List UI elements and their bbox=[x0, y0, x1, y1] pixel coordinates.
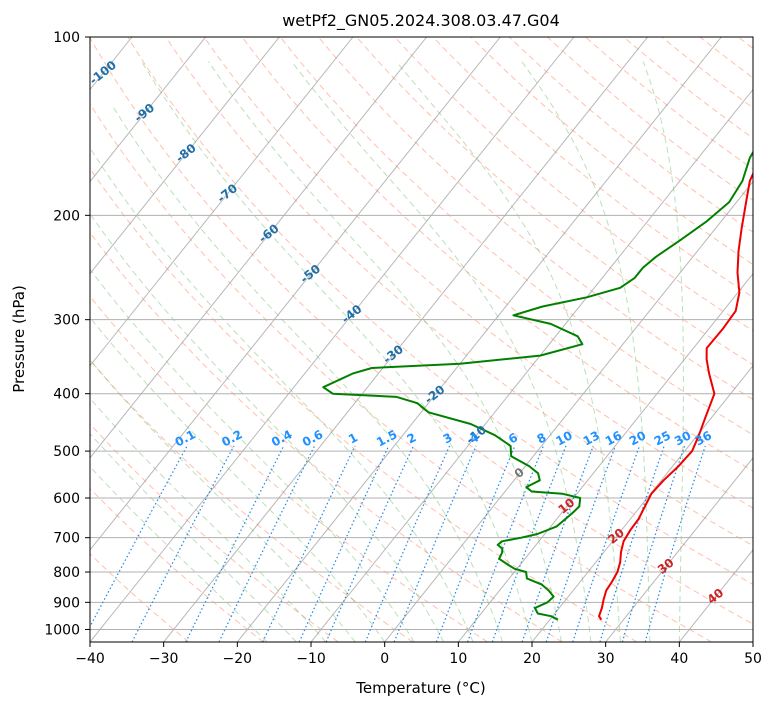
x-tick-label: −10 bbox=[296, 651, 326, 667]
x-axis: −40 −30 −20 −10 0 10 20 30 40 50 bbox=[75, 642, 762, 667]
dry-adiabat-line bbox=[470, 37, 753, 266]
y-tick-label: 800 bbox=[53, 565, 80, 581]
x-tick-label: 30 bbox=[597, 651, 615, 667]
x-axis-title: Temperature (°C) bbox=[355, 679, 485, 697]
mixing-ratio-line bbox=[435, 445, 516, 642]
moist-adiabat-line bbox=[90, 268, 415, 642]
y-axis-title: Pressure (hPa) bbox=[10, 285, 28, 393]
isotherm-line bbox=[605, 457, 753, 642]
mixing-ratio-line bbox=[545, 445, 616, 642]
moist-adiabat-line bbox=[90, 432, 297, 642]
x-tick-label: −40 bbox=[75, 651, 105, 667]
dry-adiabat-line bbox=[165, 37, 753, 547]
dry-adiabat-line bbox=[90, 37, 753, 625]
x-tick-label: 40 bbox=[670, 651, 688, 667]
moist-adiabat-line bbox=[521, 61, 651, 642]
y-tick-label: 600 bbox=[53, 491, 80, 507]
moist-adiabat-line bbox=[90, 359, 356, 642]
dewpoint-series-line bbox=[322, 150, 753, 621]
isotherm-line bbox=[90, 37, 354, 367]
dry-adiabat-line bbox=[90, 102, 712, 642]
moist-adiabat-line bbox=[207, 61, 562, 642]
isotherm-line bbox=[90, 37, 207, 183]
x-tick-label: −20 bbox=[223, 651, 253, 667]
mixing-ratio-line bbox=[185, 445, 285, 642]
mixing-ratio-line bbox=[393, 445, 477, 642]
background-lines bbox=[90, 37, 753, 642]
isotherm-line bbox=[90, 37, 428, 459]
mixing-ratio-label: 16 bbox=[603, 428, 624, 448]
moist-adiabat-line bbox=[90, 466, 268, 642]
mixing-ratio-line bbox=[218, 445, 316, 642]
x-tick-label: −30 bbox=[149, 651, 179, 667]
mixing-ratio-line bbox=[90, 445, 188, 628]
y-tick-label: 200 bbox=[53, 208, 80, 224]
isotherm-line bbox=[90, 37, 501, 551]
moist-adiabat-line bbox=[642, 61, 684, 642]
mixing-ratio-label: 13 bbox=[581, 428, 602, 448]
y-tick-label: 500 bbox=[53, 444, 80, 460]
x-tick-label: 0 bbox=[380, 651, 389, 667]
y-tick-label: 300 bbox=[53, 313, 80, 329]
mixing-ratio-line bbox=[572, 445, 641, 642]
x-tick-label: 50 bbox=[744, 651, 762, 667]
chart-title: wetPf2_GN05.2024.308.03.47.G04 bbox=[282, 11, 560, 31]
isotherm-line bbox=[531, 364, 753, 642]
mixing-ratio-line bbox=[491, 445, 567, 642]
moist-adiabat-line bbox=[395, 61, 621, 642]
isotherm-line bbox=[90, 37, 280, 275]
dry-adiabat-line bbox=[90, 423, 339, 642]
mixing-ratio-label: 36 bbox=[693, 428, 714, 448]
dry-adiabat-line bbox=[203, 37, 753, 509]
y-tick-label: 700 bbox=[53, 531, 80, 547]
y-tick-label: 100 bbox=[53, 30, 80, 46]
moist-adiabat-line bbox=[90, 397, 327, 642]
dry-adiabat-line bbox=[90, 295, 488, 642]
plot-frame bbox=[89, 36, 754, 643]
moist-adiabat-line bbox=[90, 316, 386, 642]
y-axis: 100 200 300 400 500 600 700 800 900 1000 bbox=[44, 30, 90, 638]
dry-adiabat-line bbox=[279, 37, 753, 436]
mixing-ratio-label: 20 bbox=[627, 428, 648, 448]
dry-adiabat-line bbox=[432, 37, 753, 298]
isotherm-line bbox=[90, 37, 575, 642]
profiles bbox=[322, 150, 753, 621]
isotherm-line bbox=[310, 88, 753, 642]
y-tick-label: 900 bbox=[53, 595, 80, 611]
y-tick-label: 1000 bbox=[44, 622, 80, 638]
mixing-ratio-label: 30 bbox=[672, 428, 693, 448]
mixing-ratio-label: 25 bbox=[652, 428, 673, 448]
isotherm-line bbox=[163, 37, 649, 642]
isotherm-line bbox=[457, 272, 753, 642]
moist-adiabat-line bbox=[90, 146, 474, 642]
isotherm-line bbox=[384, 180, 753, 642]
moist-adiabat-line bbox=[141, 61, 533, 642]
x-tick-label: 20 bbox=[523, 651, 541, 667]
moist-adiabat-line bbox=[111, 104, 503, 642]
mixing-ratio-line bbox=[466, 445, 544, 642]
dry-adiabat-line bbox=[508, 37, 753, 233]
temperature-series-line bbox=[598, 171, 753, 621]
moist-adiabat-line bbox=[291, 61, 592, 642]
y-tick-label: 400 bbox=[53, 387, 80, 403]
dry-adiabat-line bbox=[318, 37, 753, 401]
dry-adiabat-line bbox=[90, 231, 563, 642]
isotherm-line bbox=[236, 37, 722, 642]
mixing-ratio-label: 10 bbox=[553, 428, 574, 448]
mixing-ratio-line bbox=[262, 445, 356, 642]
mixing-ratio-line bbox=[131, 445, 235, 642]
x-tick-label: 10 bbox=[449, 651, 467, 667]
